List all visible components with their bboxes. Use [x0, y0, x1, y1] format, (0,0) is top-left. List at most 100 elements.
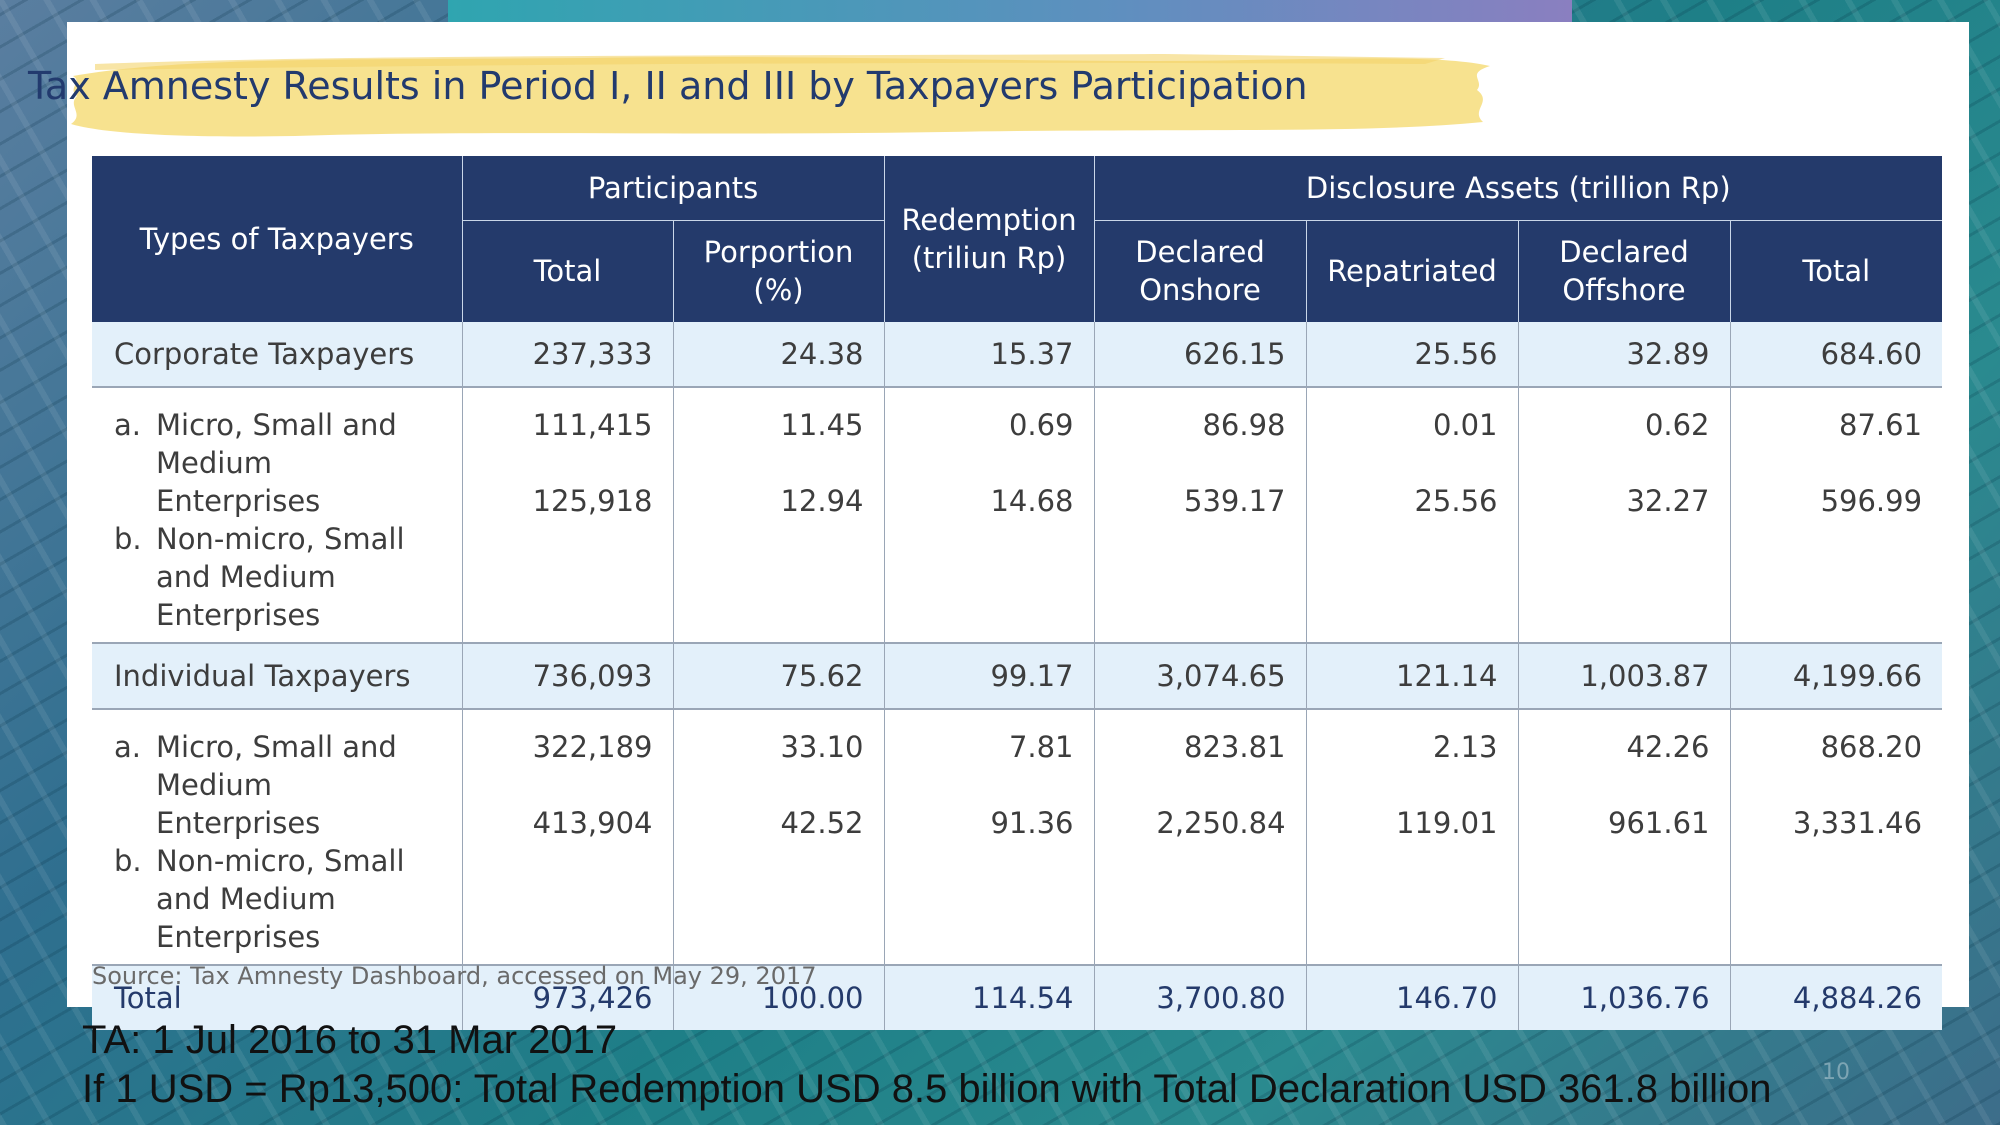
cell-value-b: 961.61	[1608, 806, 1710, 840]
cell-value-a: 86.98	[1202, 408, 1286, 442]
source-note: Source: Tax Amnesty Dashboard, accessed …	[92, 962, 817, 990]
cell-redemption: 7.81 91.36	[883, 708, 1095, 965]
table-row-individual-sub: a. Micro, Small and Medium Enterprises b…	[92, 708, 1943, 965]
list-marker: b.	[114, 522, 142, 556]
cell-disclosure-total: 4,199.66	[1729, 642, 1943, 709]
cell-redemption: 15.37	[883, 322, 1095, 387]
cell-value-b: 596.99	[1820, 484, 1923, 518]
row-label: Total	[92, 964, 463, 1030]
cell-declared-onshore: 86.98 539.17	[1093, 386, 1307, 643]
cell-proportion: 75.62	[672, 642, 885, 709]
page-number: 10	[1822, 1060, 1850, 1085]
cell-value-a: 111,415	[532, 408, 653, 442]
cell-disclosure-total: 4,884.26	[1729, 964, 1943, 1030]
cell-value-a: 322,189	[532, 730, 653, 764]
list-item: b. Non-micro, Small and Medium Enterpris…	[114, 842, 442, 956]
cell-value-b: 32.27	[1626, 484, 1710, 518]
cell-disclosure-total: 868.20 3,331.46	[1729, 708, 1943, 965]
list-marker: b.	[114, 844, 142, 878]
cell-declared-onshore: 626.15	[1093, 322, 1307, 387]
cell-value-b: 25.56	[1414, 484, 1498, 518]
cell-repatriated: 121.14	[1305, 642, 1519, 709]
cell-participants-total: 237,333	[461, 322, 674, 387]
table-row-corporate-sub: a. Micro, Small and Medium Enterprises b…	[92, 386, 1943, 643]
cell-proportion: 11.45 12.94	[672, 386, 885, 643]
header-redemption: Redemption (triliun Rp)	[883, 156, 1095, 322]
cell-declared-onshore: 3,700.80	[1093, 964, 1307, 1030]
row-sub-labels: a. Micro, Small and Medium Enterprises b…	[92, 708, 463, 965]
cell-value-a: 0.01	[1432, 408, 1498, 442]
cell-value-b: 119.01	[1396, 806, 1498, 840]
cell-repatriated: 0.01 25.56	[1305, 386, 1519, 643]
cell-participants-total: 111,415 125,918	[461, 386, 674, 643]
cell-proportion: 33.10 42.52	[672, 708, 885, 965]
cell-declared-offshore: 32.89	[1517, 322, 1731, 387]
cell-declared-offshore: 1,003.87	[1517, 642, 1731, 709]
cell-declared-offshore: 1,036.76	[1517, 964, 1731, 1030]
header-repatriated: Repatriated	[1305, 219, 1519, 322]
note-conversion: If 1 USD = Rp13,500: Total Redemption US…	[82, 1067, 1772, 1111]
table-row-individual: Individual Taxpayers 736,093 75.62 99.17…	[92, 642, 1943, 709]
tax-amnesty-table: Types of Taxpayers Participants Redempti…	[92, 156, 1943, 1030]
cell-redemption: 99.17	[883, 642, 1095, 709]
header-participants: Participants	[461, 156, 885, 220]
cell-proportion: 24.38	[672, 322, 885, 387]
row-label: Micro, Small and Medium Enterprises	[156, 730, 397, 840]
top-accent-band	[448, 0, 1572, 22]
cell-proportion: 100.00	[672, 964, 885, 1030]
header-disclosure-total: Total	[1729, 219, 1943, 322]
cell-value-b: 14.68	[990, 484, 1074, 518]
cell-declared-offshore: 42.26 961.61	[1517, 708, 1731, 965]
header-participants-total: Total	[461, 219, 674, 322]
list-item: b. Non-micro, Small and Medium Enterpris…	[114, 520, 442, 634]
cell-value-b: 3,331.46	[1792, 806, 1923, 840]
list-item: a. Micro, Small and Medium Enterprises	[114, 406, 442, 520]
cell-value-b: 42.52	[780, 806, 864, 840]
cell-value-a: 0.69	[1008, 408, 1074, 442]
cell-repatriated: 2.13 119.01	[1305, 708, 1519, 965]
cell-value-a: 7.81	[1008, 730, 1074, 764]
row-label: Individual Taxpayers	[92, 642, 463, 709]
cell-redemption: 114.54	[883, 964, 1095, 1030]
row-label: Micro, Small and Medium Enterprises	[156, 408, 397, 518]
header-declared-onshore: Declared Onshore	[1093, 219, 1307, 322]
row-sub-labels: a. Micro, Small and Medium Enterprises b…	[92, 386, 463, 643]
row-label: Non-micro, Small and Medium Enterprises	[156, 522, 405, 632]
cell-value-a: 11.45	[780, 408, 864, 442]
header-types-of-taxpayers: Types of Taxpayers	[92, 156, 463, 322]
cell-declared-offshore: 0.62 32.27	[1517, 386, 1731, 643]
header-disclosure-assets: Disclosure Assets (trillion Rp)	[1093, 156, 1943, 220]
cell-participants-total: 322,189 413,904	[461, 708, 674, 965]
cell-repatriated: 25.56	[1305, 322, 1519, 387]
cell-value-a: 33.10	[780, 730, 864, 764]
cell-value-b: 12.94	[780, 484, 864, 518]
cell-value-b: 2,250.84	[1156, 806, 1286, 840]
cell-redemption: 0.69 14.68	[883, 386, 1095, 643]
cell-value-b: 539.17	[1184, 484, 1286, 518]
cell-participants-total: 973,426	[461, 964, 674, 1030]
note-period: TA: 1 Jul 2016 to 31 Mar 2017	[82, 1018, 618, 1062]
cell-value-b: 125,918	[532, 484, 653, 518]
cell-value-a: 42.26	[1626, 730, 1710, 764]
table-row-total: Total 973,426 100.00 114.54 3,700.80 146…	[92, 964, 1943, 1030]
list-marker: a.	[114, 730, 141, 764]
cell-value-b: 413,904	[532, 806, 653, 840]
page-title: Tax Amnesty Results in Period I, II and …	[28, 64, 1308, 108]
cell-value-a: 823.81	[1184, 730, 1286, 764]
cell-value-a: 0.62	[1644, 408, 1710, 442]
header-proportion: Porportion (%)	[672, 219, 885, 322]
cell-value-b: 91.36	[990, 806, 1074, 840]
cell-value-a: 2.13	[1432, 730, 1498, 764]
header-declared-offshore: Declared Offshore	[1517, 219, 1731, 322]
row-label: Corporate Taxpayers	[92, 322, 463, 387]
table-row-corporate: Corporate Taxpayers 237,333 24.38 15.37 …	[92, 322, 1943, 387]
cell-repatriated: 146.70	[1305, 964, 1519, 1030]
cell-value-a: 868.20	[1820, 730, 1923, 764]
cell-value-a: 87.61	[1839, 408, 1923, 442]
list-marker: a.	[114, 408, 141, 442]
list-item: a. Micro, Small and Medium Enterprises	[114, 728, 442, 842]
cell-disclosure-total: 684.60	[1729, 322, 1943, 387]
row-label: Non-micro, Small and Medium Enterprises	[156, 844, 405, 954]
cell-declared-onshore: 823.81 2,250.84	[1093, 708, 1307, 965]
cell-participants-total: 736,093	[461, 642, 674, 709]
